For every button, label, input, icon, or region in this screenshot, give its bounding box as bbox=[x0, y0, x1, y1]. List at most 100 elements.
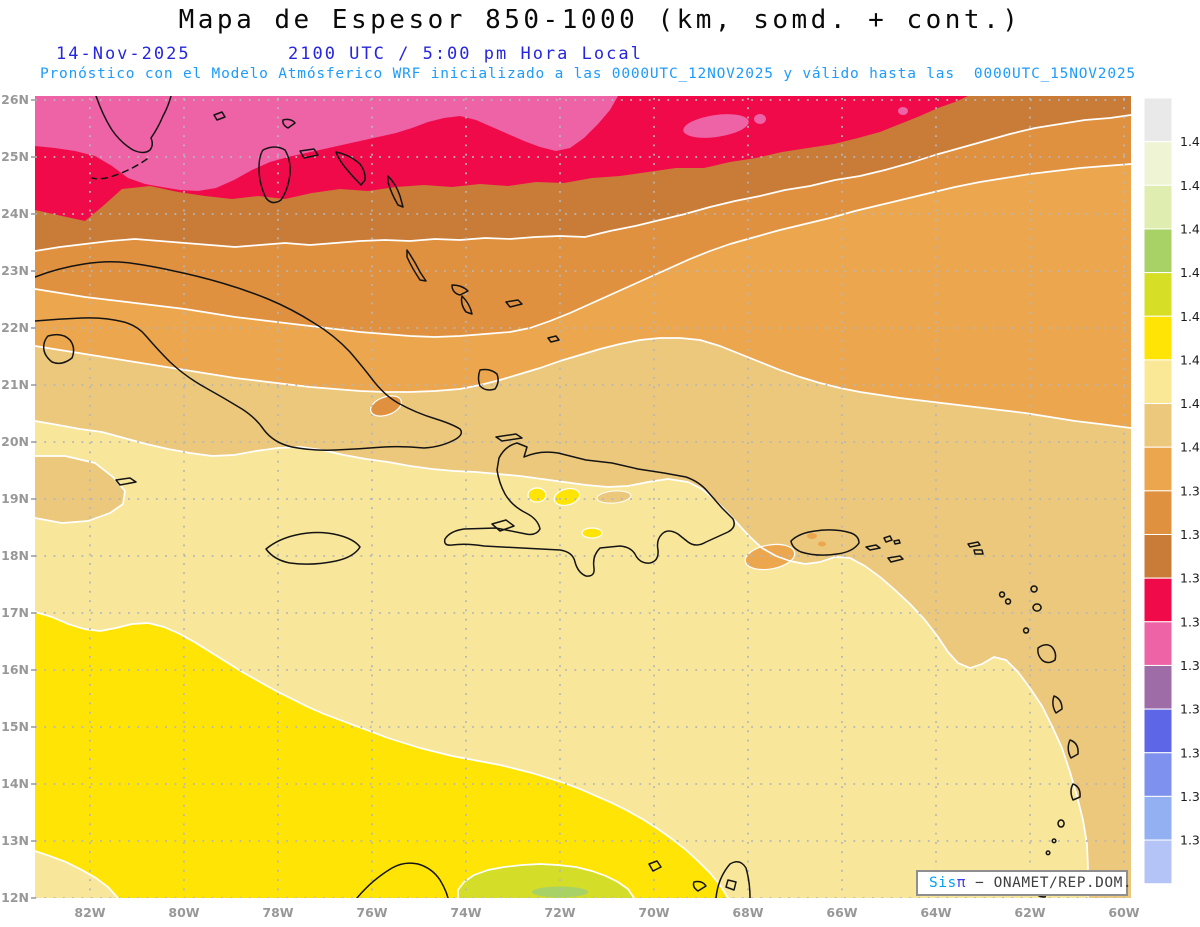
contour-1416 bbox=[35, 611, 729, 898]
orange-dash-pr-2 bbox=[818, 541, 826, 547]
colorbar-segment bbox=[1143, 534, 1173, 579]
colorbar-segment bbox=[1143, 708, 1173, 754]
colorbar-segment bbox=[1143, 664, 1173, 710]
vieques-island bbox=[865, 544, 881, 551]
colorbar-segment bbox=[1143, 272, 1173, 317]
lat-label-17N: 17N bbox=[1, 605, 29, 620]
lon-label-60W: 60W bbox=[1108, 905, 1139, 920]
colorbar-label-1.35: 1.35 bbox=[1180, 833, 1200, 848]
lat-label-21N: 21N bbox=[1, 377, 29, 392]
colorbar-segment bbox=[1143, 621, 1173, 666]
orange-spot-east-hispaniola bbox=[744, 543, 796, 571]
colorbar-segment bbox=[1143, 446, 1173, 492]
crooked-island bbox=[451, 284, 469, 296]
virgin-islands bbox=[883, 535, 901, 545]
colorbar-label-1.41: 1.41 bbox=[1180, 396, 1200, 411]
st-kitts-nevis bbox=[998, 591, 1012, 605]
watermark-sis: Sis bbox=[929, 875, 957, 891]
colorbar: 1.446 1.44 1.434 1.428 1.422 1.416 1.41 1.404 1.… bbox=[1143, 97, 1200, 885]
band-green bbox=[458, 864, 634, 898]
grenadines-islets bbox=[1045, 838, 1057, 856]
lon-label-78W: 78W bbox=[262, 905, 293, 920]
contour-pale-corner bbox=[35, 850, 119, 898]
tan-spot-hispaniola bbox=[596, 490, 632, 504]
bonaire-island bbox=[725, 879, 737, 891]
valid-time-label: 2100 UTC / 5:00 pm Hora Local bbox=[288, 44, 643, 64]
turks-caicos-islands bbox=[547, 335, 560, 343]
forecast-init-label: Pronóstico con el Modelo Atmósferico WRF… bbox=[40, 66, 1136, 82]
grand-cayman-island bbox=[115, 477, 137, 486]
lon-label-66W: 66W bbox=[826, 905, 857, 920]
new-providence-island bbox=[299, 148, 319, 159]
lon-label-74W: 74W bbox=[450, 905, 481, 920]
colorbar-segment bbox=[1143, 141, 1173, 186]
latitude-axis: 26N 25N 24N 23N 22N 21N 20N 19N 18N 17N 16N 15N 14N 1… bbox=[1, 92, 36, 905]
pale-corner bbox=[35, 851, 118, 898]
gonave-island bbox=[491, 519, 515, 532]
longitude-axis: 82W 80W 78W 76W 74W 72W 70W 68W 66W 64W 62W 60W bbox=[74, 905, 1139, 920]
colorbar-segment bbox=[1143, 97, 1173, 143]
anguilla-st-martin bbox=[967, 541, 984, 555]
yellow-spot-hispaniola-2 bbox=[553, 487, 581, 507]
band-pink bbox=[35, 96, 618, 191]
colorbar-label-1.374: 1.374 bbox=[1180, 658, 1200, 673]
contour-green bbox=[457, 863, 635, 898]
lon-label-68W: 68W bbox=[732, 905, 763, 920]
florida-keys bbox=[91, 158, 148, 180]
cat-island bbox=[387, 175, 404, 208]
isla-juventud bbox=[42, 333, 75, 365]
coastlines bbox=[35, 96, 1081, 898]
colorbar-segment bbox=[1143, 228, 1173, 274]
contour-1392 bbox=[35, 114, 1131, 252]
tan-patch-west bbox=[35, 456, 125, 523]
lon-label-62W: 62W bbox=[1014, 905, 1045, 920]
contour-1404 bbox=[35, 337, 1131, 429]
colorbar-label-1.392: 1.392 bbox=[1180, 527, 1200, 542]
orange-dash-pr-1 bbox=[807, 533, 817, 539]
lat-label-12N: 12N bbox=[1, 890, 29, 905]
tortuga-island bbox=[495, 433, 523, 442]
lat-label-19N: 19N bbox=[1, 491, 29, 506]
lat-label-13N: 13N bbox=[1, 833, 29, 848]
thickness-shading bbox=[35, 96, 1131, 898]
barbuda-antigua bbox=[1030, 585, 1042, 612]
lon-label-70W: 70W bbox=[638, 905, 669, 920]
st-vincent-island bbox=[1057, 819, 1065, 828]
lat-label-18N: 18N bbox=[1, 548, 29, 563]
colorbar-segment bbox=[1143, 359, 1173, 405]
colorbar-label-1.356: 1.356 bbox=[1180, 789, 1200, 804]
long-island-bahamas bbox=[406, 249, 427, 282]
colorbar-label-1.428: 1.428 bbox=[1180, 265, 1200, 280]
lat-label-14N: 14N bbox=[1, 776, 29, 791]
colorbar-label-1.434: 1.434 bbox=[1180, 221, 1200, 236]
band-green-dark bbox=[532, 886, 588, 898]
lat-label-25N: 25N bbox=[1, 149, 29, 164]
st-croix-island bbox=[887, 555, 904, 563]
lat-label-24N: 24N bbox=[1, 206, 29, 221]
jamaica-coastline bbox=[265, 531, 361, 565]
lon-label-82W: 82W bbox=[74, 905, 105, 920]
mayaguana-island bbox=[505, 299, 523, 308]
watermark-onamet: − ONAMET/REP.DOM. bbox=[965, 875, 1133, 891]
dominica-island bbox=[1052, 695, 1063, 714]
colorbar-label-1.386: 1.386 bbox=[1180, 571, 1200, 586]
hispaniola-coastline bbox=[443, 442, 735, 577]
colorbar-segment bbox=[1143, 184, 1173, 230]
yellow-spot-hispaniola-1 bbox=[527, 487, 547, 503]
colorbar-label-1.404: 1.404 bbox=[1180, 440, 1200, 455]
pink-patch bbox=[683, 114, 749, 138]
page-title: Mapa de Espesor 850-1000 (km, somd. + co… bbox=[178, 5, 1022, 35]
colorbar-segment bbox=[1143, 752, 1173, 797]
contour-1398 bbox=[35, 163, 1131, 338]
aruba-island bbox=[648, 860, 662, 872]
pink-patch-small bbox=[754, 114, 766, 124]
yellow-spot-hispaniola-3 bbox=[581, 527, 603, 539]
colorbar-label-1.362: 1.362 bbox=[1180, 745, 1200, 760]
inagua-island bbox=[477, 368, 499, 391]
lon-label-80W: 80W bbox=[168, 905, 199, 920]
colorbar-segment bbox=[1143, 795, 1173, 841]
band-bright-yellow bbox=[35, 612, 728, 898]
colorbar-segment bbox=[1143, 577, 1173, 623]
st-lucia-island bbox=[1070, 783, 1081, 801]
